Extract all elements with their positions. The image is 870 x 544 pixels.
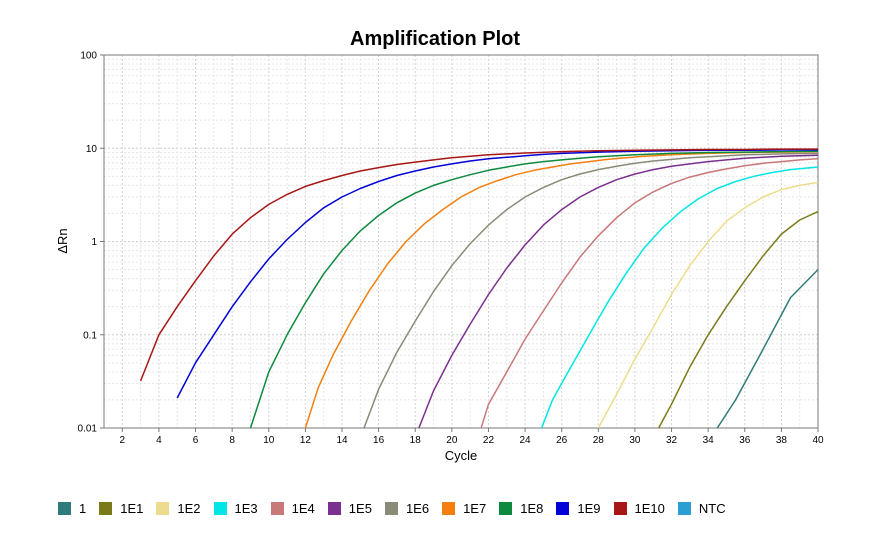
x-tick-label: 20 xyxy=(446,435,458,446)
series-line-1e4 xyxy=(480,158,818,428)
legend-item-1e10: 1E10 xyxy=(613,500,665,516)
series-lines xyxy=(139,148,818,428)
legend-label: 1E8 xyxy=(520,500,544,516)
x-tick-label: 8 xyxy=(229,435,235,446)
x-tick-label: 24 xyxy=(520,435,532,446)
x-tick-label: 4 xyxy=(156,435,162,446)
legend-swatch xyxy=(99,501,113,515)
legend-label: 1E1 xyxy=(120,500,144,516)
series-line-1e8 xyxy=(249,150,818,428)
legend-swatch xyxy=(327,501,341,515)
legend-swatch xyxy=(213,501,227,515)
y-tick-label: 0.01 xyxy=(78,424,98,435)
series-line-1e7 xyxy=(304,150,818,428)
x-tick-label: 32 xyxy=(666,435,678,446)
y-axis-ticks: 0.01 0.1 1 10 100 xyxy=(78,51,104,435)
x-tick-label: 12 xyxy=(300,435,312,446)
x-tick-label: 34 xyxy=(703,435,715,446)
legend-item-1e8: 1E8 xyxy=(499,501,543,516)
legend-swatch xyxy=(677,501,691,515)
y-tick-label: 100 xyxy=(80,51,97,62)
x-tick-label: 38 xyxy=(776,435,788,446)
x-axis-ticks: 2 4 6 8 10 12 14 16 18 20 22 24 26 28 30 32 34 36 38 40 xyxy=(120,428,824,446)
legend-item-1e1: 1E1 xyxy=(99,501,143,516)
grid xyxy=(103,55,819,429)
x-tick-label: 22 xyxy=(483,435,495,446)
legend-label: 1 xyxy=(79,500,87,516)
legend-label: 1E10 xyxy=(634,500,665,516)
legend: 1 1E1 1E2 1E3 1E4 1E5 1E6 1E7 1E8 1E9 1E10 NTC xyxy=(58,498,739,518)
legend-item-ntc: NTC xyxy=(677,500,726,516)
legend-label: 1E4 xyxy=(291,500,315,516)
series-line-1e1 xyxy=(658,210,818,428)
legend-label: 1E3 xyxy=(234,500,258,516)
legend-label: 1E6 xyxy=(405,500,430,516)
legend-swatch xyxy=(384,501,398,515)
legend-item-1e2: 1E2 xyxy=(156,500,201,516)
x-tick-label: 26 xyxy=(556,435,568,446)
legend-swatch xyxy=(156,501,170,515)
legend-label: 1E5 xyxy=(348,500,372,516)
legend-label: 1E7 xyxy=(463,500,487,516)
series-line-1e6 xyxy=(363,152,818,428)
chart-title: Amplification Plot xyxy=(350,28,520,50)
legend-swatch xyxy=(58,501,71,515)
legend-label: 1E2 xyxy=(177,500,201,516)
series-line-1e9 xyxy=(176,149,818,399)
legend-label: 1E9 xyxy=(577,500,601,516)
series-line-1e2 xyxy=(597,181,818,428)
legend-swatch xyxy=(442,501,456,515)
y-tick-label: 10 xyxy=(86,144,98,155)
x-tick-label: 10 xyxy=(263,435,275,446)
legend-item-1e7: 1E7 xyxy=(442,501,486,516)
legend-item-1e6: 1E6 xyxy=(384,500,430,516)
legend-swatch xyxy=(556,501,570,515)
x-tick-label: 16 xyxy=(373,435,385,446)
x-tick-label: 6 xyxy=(193,435,199,446)
x-tick-label: 18 xyxy=(410,435,422,446)
legend-item-1e4: 1E4 xyxy=(270,500,315,516)
series-line-1e5 xyxy=(418,154,818,428)
y-axis-title: ΔRn xyxy=(55,228,70,253)
y-tick-label: 1 xyxy=(91,237,97,248)
y-tick-label: 0.1 xyxy=(83,330,97,341)
legend-item-1e3: 1E3 xyxy=(213,500,258,516)
legend-item-1: 1 xyxy=(58,501,86,516)
legend-swatch xyxy=(613,501,627,515)
legend-swatch xyxy=(499,501,513,515)
x-axis-title: Cycle xyxy=(445,448,478,463)
series-line-1e3 xyxy=(540,166,818,428)
legend-label: NTC xyxy=(698,500,726,516)
x-tick-label: 30 xyxy=(629,435,641,446)
legend-item-1e9: 1E9 xyxy=(556,500,601,516)
x-tick-label: 14 xyxy=(336,435,348,446)
legend-swatch xyxy=(270,501,284,515)
series-line-1e10 xyxy=(139,148,818,382)
legend-item-1e5: 1E5 xyxy=(327,500,372,516)
x-tick-label: 36 xyxy=(739,435,751,446)
x-tick-label: 2 xyxy=(120,435,126,446)
x-tick-label: 28 xyxy=(593,435,605,446)
x-tick-label: 40 xyxy=(812,435,824,446)
series-line-1 xyxy=(716,269,818,428)
